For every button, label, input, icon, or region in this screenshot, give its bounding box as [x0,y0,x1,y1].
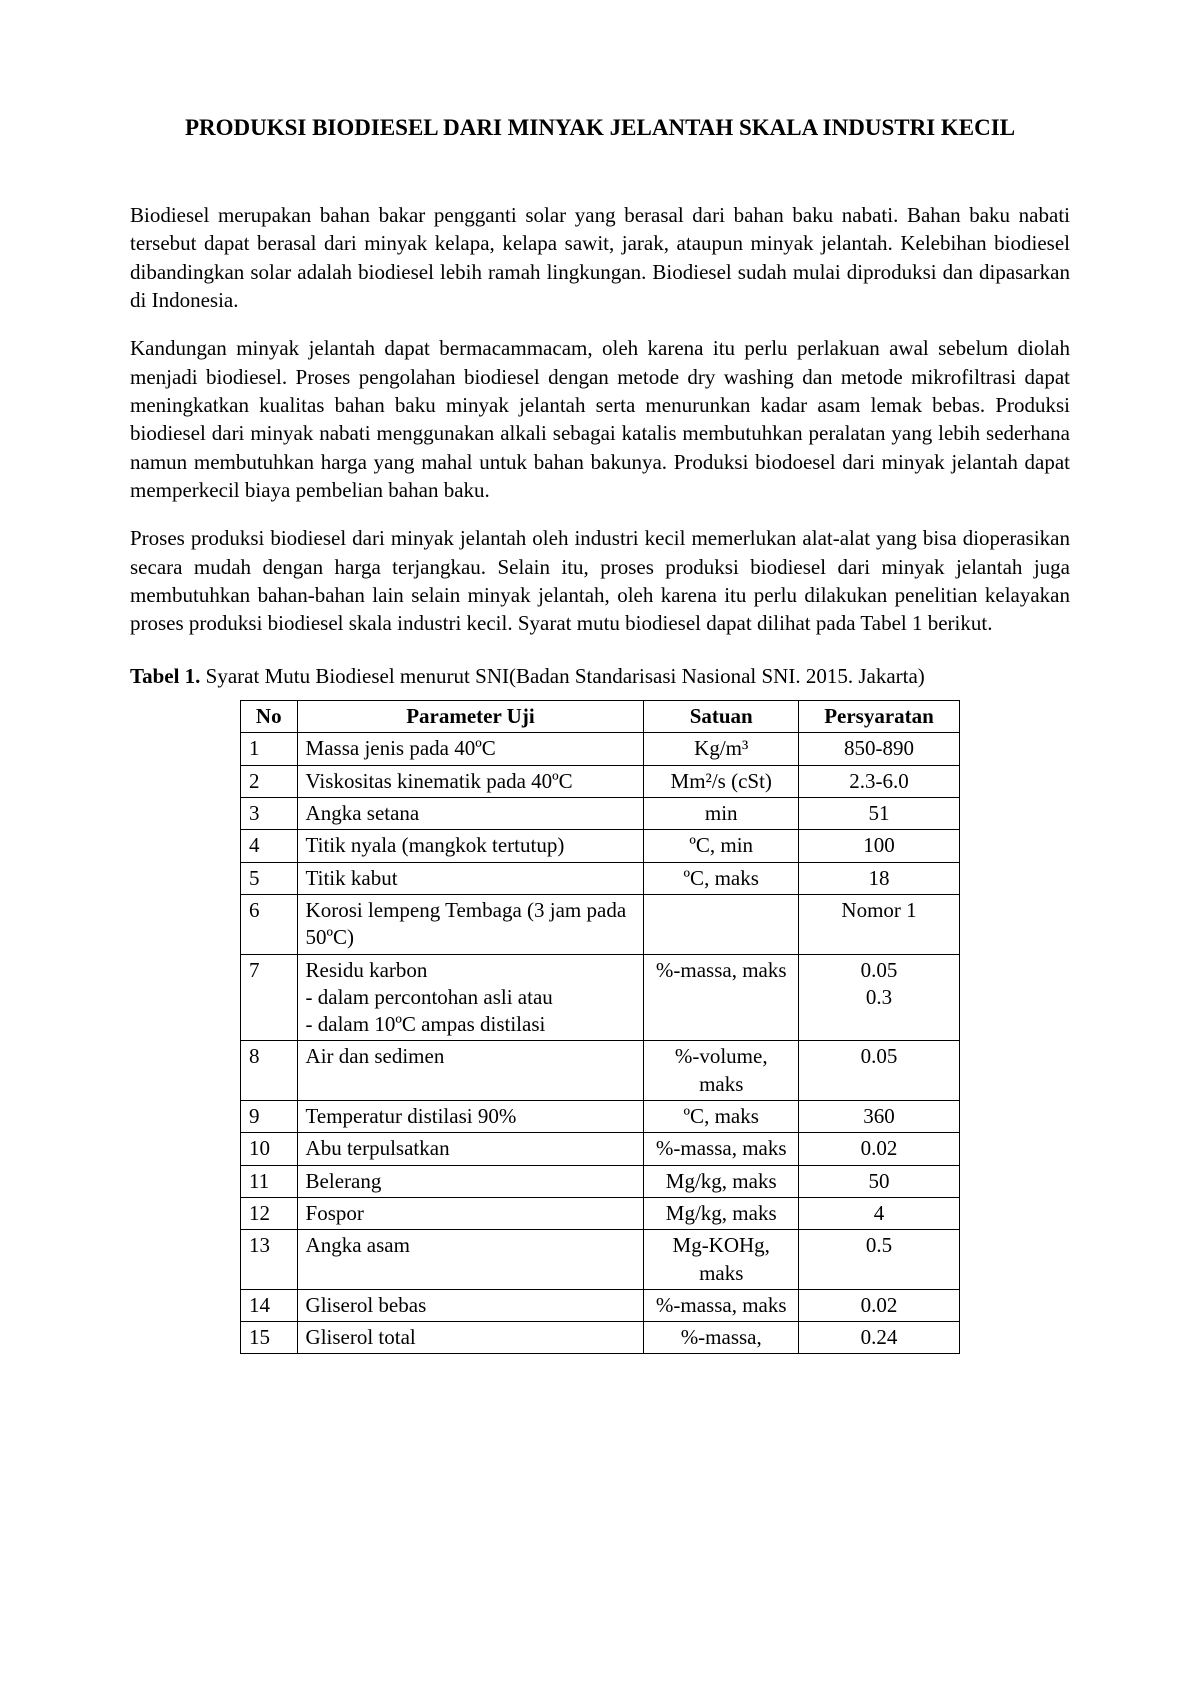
cell-param: Abu terpulsatkan [297,1133,644,1165]
paragraph-3: Proses produksi biodiesel dari minyak je… [130,524,1070,637]
cell-param: Korosi lempeng Tembaga (3 jam pada 50ºC) [297,894,644,954]
cell-satuan: Mg/kg, maks [644,1197,799,1229]
cell-satuan: %-massa, maks [644,954,799,1041]
cell-no: 3 [241,798,298,830]
cell-no: 10 [241,1133,298,1165]
cell-satuan: %-volume, maks [644,1041,799,1101]
cell-no: 1 [241,733,298,765]
cell-persy: 850-890 [799,733,960,765]
cell-satuan: ºC, maks [644,1101,799,1133]
cell-no: 4 [241,830,298,862]
cell-param: Temperatur distilasi 90% [297,1101,644,1133]
cell-param: Titik nyala (mangkok tertutup) [297,830,644,862]
cell-persy: 2.3-6.0 [799,765,960,797]
cell-satuan: %-massa, [644,1322,799,1354]
cell-param: Air dan sedimen [297,1041,644,1101]
cell-param: Titik kabut [297,862,644,894]
col-header-param: Parameter Uji [297,701,644,733]
cell-no: 11 [241,1165,298,1197]
col-header-satuan: Satuan [644,701,799,733]
cell-persy: 0.5 [799,1230,960,1290]
table-row: 14Gliserol bebas%-massa, maks0.02 [241,1289,960,1321]
cell-param: Massa jenis pada 40ºC [297,733,644,765]
cell-no: 12 [241,1197,298,1229]
cell-persy: 360 [799,1101,960,1133]
cell-param: Gliserol total [297,1322,644,1354]
table-row: 8Air dan sedimen%-volume, maks0.05 [241,1041,960,1101]
table-row: 3Angka setanamin51 [241,798,960,830]
cell-satuan: %-massa, maks [644,1133,799,1165]
table-row: 7Residu karbon - dalam percontohan asli … [241,954,960,1041]
cell-no: 5 [241,862,298,894]
cell-no: 9 [241,1101,298,1133]
cell-persy: 4 [799,1197,960,1229]
cell-persy: 0.02 [799,1289,960,1321]
cell-satuan: %-massa, maks [644,1289,799,1321]
table-row: 4Titik nyala (mangkok tertutup)ºC, min10… [241,830,960,862]
cell-param: Fospor [297,1197,644,1229]
cell-persy: 0.05 0.3 [799,954,960,1041]
document-title: PRODUKSI BIODIESEL DARI MINYAK JELANTAH … [130,115,1070,141]
cell-param: Viskositas kinematik pada 40ºC [297,765,644,797]
cell-no: 13 [241,1230,298,1290]
cell-persy: 50 [799,1165,960,1197]
cell-satuan: Mg-KOHg, maks [644,1230,799,1290]
col-header-no: No [241,701,298,733]
cell-no: 2 [241,765,298,797]
cell-satuan: Kg/m³ [644,733,799,765]
table-row: 15Gliserol total%-massa,0.24 [241,1322,960,1354]
cell-param: Angka setana [297,798,644,830]
cell-no: 6 [241,894,298,954]
table-caption-label: Tabel 1. [130,664,200,688]
table-caption: Tabel 1. Syarat Mutu Biodiesel menurut S… [130,662,1070,690]
table-header-row: No Parameter Uji Satuan Persyaratan [241,701,960,733]
table-row: 1Massa jenis pada 40ºCKg/m³850-890 [241,733,960,765]
paragraph-1: Biodiesel merupakan bahan bakar penggant… [130,201,1070,314]
cell-persy: 0.24 [799,1322,960,1354]
cell-no: 8 [241,1041,298,1101]
table-row: 10Abu terpulsatkan%-massa, maks0.02 [241,1133,960,1165]
table-row: 9Temperatur distilasi 90%ºC, maks360 [241,1101,960,1133]
cell-param: Residu karbon - dalam percontohan asli a… [297,954,644,1041]
table-row: 2Viskositas kinematik pada 40ºCMm²/s (cS… [241,765,960,797]
table-row: 11BelerangMg/kg, maks50 [241,1165,960,1197]
cell-satuan: min [644,798,799,830]
cell-satuan: Mg/kg, maks [644,1165,799,1197]
document-page: PRODUKSI BIODIESEL DARI MINYAK JELANTAH … [0,0,1200,1698]
table-body: 1Massa jenis pada 40ºCKg/m³850-8902Visko… [241,733,960,1354]
table-row: 12FosporMg/kg, maks4 [241,1197,960,1229]
cell-param: Angka asam [297,1230,644,1290]
table-row: 6Korosi lempeng Tembaga (3 jam pada 50ºC… [241,894,960,954]
cell-no: 15 [241,1322,298,1354]
cell-satuan: ºC, maks [644,862,799,894]
cell-persy: 0.05 [799,1041,960,1101]
cell-persy: 100 [799,830,960,862]
cell-persy: 51 [799,798,960,830]
cell-param: Belerang [297,1165,644,1197]
cell-param: Gliserol bebas [297,1289,644,1321]
paragraph-2: Kandungan minyak jelantah dapat bermacam… [130,334,1070,504]
table-caption-text: Syarat Mutu Biodiesel menurut SNI(Badan … [200,664,924,688]
cell-persy: 0.02 [799,1133,960,1165]
biodiesel-spec-table: No Parameter Uji Satuan Persyaratan 1Mas… [240,700,960,1354]
cell-persy: 18 [799,862,960,894]
cell-persy: Nomor 1 [799,894,960,954]
cell-satuan: ºC, min [644,830,799,862]
cell-satuan: Mm²/s (cSt) [644,765,799,797]
table-row: 5Titik kabutºC, maks18 [241,862,960,894]
col-header-persy: Persyaratan [799,701,960,733]
cell-no: 14 [241,1289,298,1321]
cell-no: 7 [241,954,298,1041]
cell-satuan [644,894,799,954]
table-row: 13Angka asamMg-KOHg, maks0.5 [241,1230,960,1290]
